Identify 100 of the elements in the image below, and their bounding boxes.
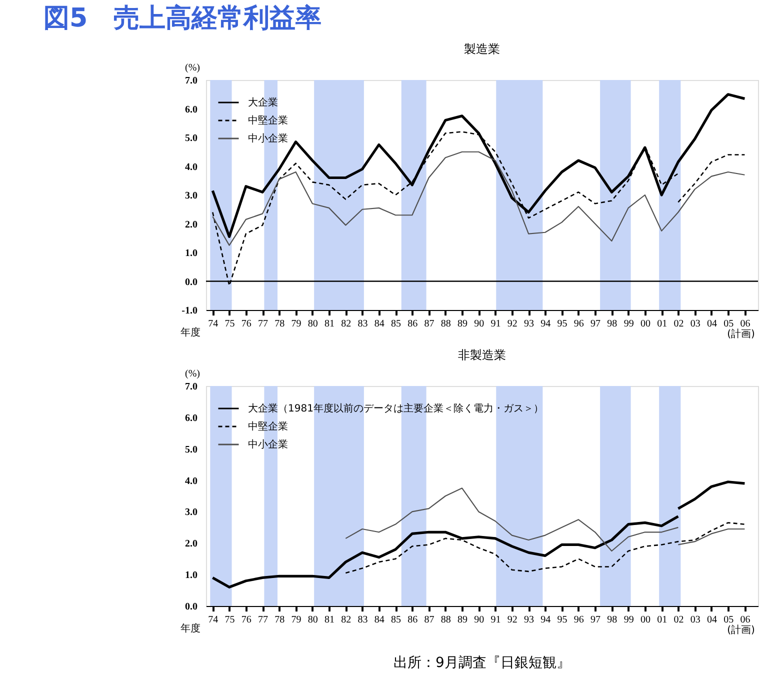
y-tick-label: 4.0 — [185, 162, 198, 173]
x-tick-label: 90 — [474, 318, 484, 330]
x-tick-label: 94 — [540, 614, 551, 626]
x-tick-label: 75 — [224, 614, 235, 626]
line-series — [212, 151, 746, 246]
x-tick-label: 79 — [291, 318, 302, 330]
x-tick-label: 05 — [724, 614, 734, 626]
x-tick-label: 76 — [241, 318, 252, 330]
legend-label: 中小企業 — [248, 132, 288, 144]
x-tick-label: 81 — [324, 318, 335, 330]
x-tick-label: 88 — [440, 318, 451, 330]
x-tick-label: 00 — [640, 318, 650, 330]
x-tick-label: 98 — [607, 318, 618, 330]
legend-label: 大企業（1981年度以前のデータは主要企業＜除く電力・ガス＞） — [248, 402, 544, 414]
y-tick-label: 6.0 — [185, 104, 198, 116]
text: 出所：9月調査『日銀短観』 — [394, 655, 570, 671]
x-tick-label: 97 — [590, 318, 601, 330]
y-tick-label: 5.0 — [185, 444, 198, 456]
x-tick-label: 95 — [557, 318, 568, 330]
x-tick-label: 88 — [440, 614, 451, 626]
x-tick-label: 83 — [358, 614, 368, 626]
x-tick-label: 97 — [590, 614, 601, 626]
y-tick-label: 2.0 — [185, 219, 198, 230]
x-tick-label: 03 — [690, 614, 700, 626]
x-tick-label: 86 — [408, 318, 418, 330]
x-tick-label: 90 — [474, 614, 484, 626]
text: (計画) — [727, 624, 755, 636]
x-tick-label: 02 — [674, 614, 684, 626]
x-tick-label: 99 — [624, 614, 634, 626]
x-tick-label: 80 — [308, 318, 318, 330]
x-tick-label: 95 — [557, 614, 568, 626]
x-tick-label: 01 — [657, 318, 668, 330]
x-tick-label: 87 — [424, 614, 434, 626]
legend-label: 大企業 — [248, 96, 278, 108]
x-tick-label: 92 — [507, 318, 518, 330]
x-tick-label: 96 — [574, 318, 584, 330]
x-tick-label: 84 — [374, 614, 384, 626]
x-tick-label: 78 — [274, 614, 285, 626]
x-tick-label: 85 — [391, 318, 402, 330]
y-tick-label: 5.0 — [185, 133, 198, 144]
y-tick-label: 1.0 — [185, 570, 198, 582]
y-tick-label: 3.0 — [185, 190, 198, 202]
x-tick-label: 01 — [657, 614, 668, 626]
x-axis-title: 年度 — [180, 326, 200, 338]
x-tick-label: 02 — [674, 318, 684, 330]
x-tick-label: 91 — [490, 614, 501, 626]
x-tick-label: 79 — [291, 614, 302, 626]
x-tick-label: 05 — [724, 318, 734, 330]
x-tick-label: 74 — [208, 318, 218, 330]
y-tick-label: 4.0 — [185, 476, 198, 487]
y-tick-label: 2.0 — [185, 538, 198, 550]
x-tick-label: 89 — [458, 318, 468, 330]
y-tick-label: 0.0 — [185, 602, 198, 612]
x-tick-label: 84 — [374, 318, 384, 330]
x-tick-label: 94 — [540, 318, 551, 330]
x-tick-label: 04 — [706, 614, 717, 626]
x-tick-label: 82 — [341, 614, 352, 626]
x-tick-label: 06 — [740, 318, 750, 330]
x-tick-label: 77 — [258, 614, 268, 626]
x-tick-label: 93 — [524, 614, 534, 626]
y-tick-label: 7.0 — [185, 76, 198, 86]
y-tick-label: 1.0 — [185, 248, 198, 259]
y-tick-label: -1.0 — [182, 306, 198, 316]
x-tick-label: 77 — [258, 318, 268, 330]
x-tick-label: 81 — [324, 614, 335, 626]
x-tick-label: 76 — [241, 614, 252, 626]
chart-subtitle: 製造業 — [464, 42, 500, 56]
x-tick-label: 00 — [640, 614, 650, 626]
legend-label: 中堅企業 — [248, 114, 288, 126]
x-tick-label: 92 — [507, 614, 518, 626]
y-tick-label: 3.0 — [185, 507, 198, 518]
x-tick-label: 86 — [408, 614, 418, 626]
legend-label: 中小企業 — [248, 438, 288, 450]
x-tick-label: 93 — [524, 318, 534, 330]
x-tick-label: 96 — [574, 614, 584, 626]
legend-label: 中堅企業 — [248, 420, 288, 432]
chart-title: 図5 売上高経常利益率 — [44, 4, 322, 34]
x-tick-label: 74 — [208, 614, 218, 626]
x-tick-label: 91 — [490, 318, 501, 330]
x-tick-label: 82 — [341, 318, 352, 330]
x-tick-label: 78 — [274, 318, 285, 330]
x-tick-label: 80 — [308, 614, 318, 626]
x-tick-label: 03 — [690, 318, 700, 330]
x-tick-label: 83 — [358, 318, 368, 330]
x-tick-label: 06 — [740, 614, 750, 626]
text: (計画) — [727, 328, 755, 340]
x-tick-label: 75 — [224, 318, 235, 330]
y-tick-label: 6.0 — [185, 412, 198, 424]
x-tick-label: 85 — [391, 614, 402, 626]
x-tick-label: 99 — [624, 318, 634, 330]
y-axis-title: (%) — [185, 368, 200, 380]
x-tick-label: 89 — [458, 614, 468, 626]
x-tick-label: 98 — [607, 614, 618, 626]
y-axis-title: (%) — [185, 62, 200, 74]
y-tick-label: 0.0 — [185, 276, 198, 288]
x-axis-title: 年度 — [180, 622, 200, 634]
y-tick-label: 7.0 — [185, 382, 198, 392]
x-tick-label: 04 — [706, 318, 717, 330]
chart-title: 非製造業 — [458, 348, 506, 362]
x-tick-label: 87 — [424, 318, 434, 330]
